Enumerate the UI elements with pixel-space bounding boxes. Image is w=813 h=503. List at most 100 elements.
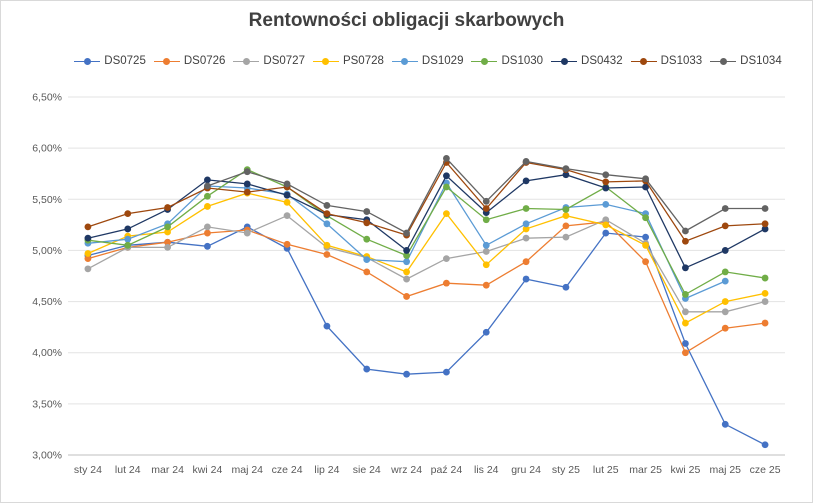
y-tick-label: 4,00% [32, 347, 62, 359]
legend-label: DS0432 [581, 55, 623, 67]
data-point-ds0432 [682, 264, 689, 272]
data-point-ds0727 [761, 298, 769, 305]
legend-swatch [471, 56, 498, 66]
data-point-ds0432 [403, 247, 410, 254]
data-point-ds1029 [522, 220, 530, 228]
data-point-ps0728 [84, 250, 92, 257]
data-point-ps0728 [443, 210, 450, 218]
data-point-ds0725 [363, 365, 371, 373]
data-point-ds0727 [283, 212, 291, 220]
data-point-ds1030 [642, 214, 649, 222]
legend-label: DS1030 [501, 55, 544, 67]
data-point-ds0432 [443, 172, 450, 180]
series-ds0727 [84, 212, 769, 316]
data-point-ds0432 [204, 176, 211, 184]
data-point-ds1034 [204, 182, 211, 190]
data-point-ds1034 [522, 158, 530, 165]
data-point-ds0726 [721, 324, 729, 332]
x-tick-label: maj 25 [709, 464, 741, 476]
data-point-ds0727 [682, 308, 689, 316]
x-tick-label: cze 25 [750, 464, 781, 476]
data-point-ds0727 [562, 233, 570, 241]
data-point-ds0432 [642, 183, 649, 191]
x-axis-ticks: sty 24 lut 24 mar 24 kwi 24 maj 24 cze 24 lip … [74, 464, 781, 476]
data-point-ds0725 [642, 233, 649, 241]
legend-item-ds0727: DS0727 [233, 55, 305, 67]
legend-swatch [74, 56, 101, 66]
data-point-ds0726 [562, 222, 570, 230]
data-point-ds0726 [204, 229, 211, 237]
series-ds0726 [84, 218, 769, 357]
data-point-ps0728 [482, 261, 490, 269]
legend-swatch [710, 56, 737, 66]
data-point-ds0432 [124, 225, 132, 233]
x-tick-label: mar 24 [151, 464, 184, 476]
data-point-ds0727 [721, 308, 729, 316]
data-point-ds1034 [443, 154, 450, 162]
data-point-ds0726 [363, 268, 371, 276]
legend-label: DS0725 [104, 55, 146, 67]
data-point-ds1029 [323, 220, 331, 228]
legend-label: DS0726 [183, 55, 226, 67]
data-point-ds1034 [243, 168, 251, 176]
data-point-ps0728 [403, 268, 410, 276]
series-ds1033 [84, 159, 769, 245]
data-point-ds0432 [522, 177, 530, 185]
legend-label: DS0727 [263, 55, 305, 67]
data-point-ds0727 [602, 216, 610, 224]
data-point-ds1034 [323, 202, 331, 209]
data-point-ds0727 [443, 255, 450, 263]
data-point-ds0725 [562, 283, 570, 291]
data-point-ds0725 [482, 328, 490, 336]
series-line-ds0726 [87, 221, 766, 354]
data-point-ds0726 [682, 349, 689, 357]
data-point-ds1033 [84, 223, 92, 231]
data-point-ds1034 [482, 197, 490, 205]
data-point-ds0726 [522, 258, 530, 266]
legend-swatch [233, 56, 260, 66]
legend-item-ds0725: DS0725 [74, 55, 146, 67]
data-point-ds1030 [522, 205, 530, 212]
data-point-ds0727 [204, 223, 211, 231]
x-tick-label: cze 24 [272, 464, 303, 476]
data-point-ps0728 [602, 221, 610, 229]
legend-swatch [312, 56, 339, 66]
gridlines [68, 96, 785, 456]
data-point-ds1030 [562, 206, 570, 213]
data-point-ds0432 [283, 191, 291, 199]
data-point-ps0728 [283, 198, 291, 206]
x-tick-label: mar 25 [629, 464, 662, 476]
data-point-ds0726 [403, 293, 410, 300]
data-point-ds1029 [403, 258, 410, 266]
legend-label: PS0728 [342, 55, 384, 67]
x-tick-label: lut 24 [115, 464, 141, 476]
data-point-ps0728 [164, 228, 171, 236]
legend-item-ds1034: DS1034 [710, 55, 782, 67]
data-point-ds0725 [323, 322, 331, 330]
data-point-ds0432 [761, 225, 769, 233]
x-tick-label: lip 24 [314, 464, 339, 476]
legend-label: DS1034 [740, 55, 782, 67]
data-point-ps0728 [522, 225, 530, 233]
data-point-ps0728 [761, 289, 769, 297]
data-point-ps0728 [562, 212, 570, 220]
data-point-ps0728 [682, 319, 689, 327]
legend-swatch [551, 56, 578, 66]
data-point-ds1034 [363, 208, 371, 215]
x-tick-label: maj 24 [231, 464, 263, 476]
series-line-ds0725 [87, 226, 766, 446]
data-point-ds1033 [164, 204, 171, 211]
legend-item-ds1030: DS1030 [471, 55, 543, 67]
x-tick-label: sie 24 [353, 464, 381, 476]
y-tick-label: 3,00% [32, 450, 62, 462]
x-tick-label: kwi 25 [671, 464, 701, 476]
data-point-ds1034 [602, 171, 610, 179]
y-axis-ticks: 3,00% 3,50% 4,00% 4,50% 5,00% 5,50% 6,00% 6,50% [32, 92, 62, 462]
data-point-ds1033 [721, 222, 729, 230]
data-point-ds0432 [602, 184, 610, 192]
series-ds1029 [84, 179, 729, 302]
data-point-ds1030 [204, 192, 211, 200]
data-point-ds0432 [84, 234, 92, 242]
data-point-ds1030 [164, 223, 171, 231]
